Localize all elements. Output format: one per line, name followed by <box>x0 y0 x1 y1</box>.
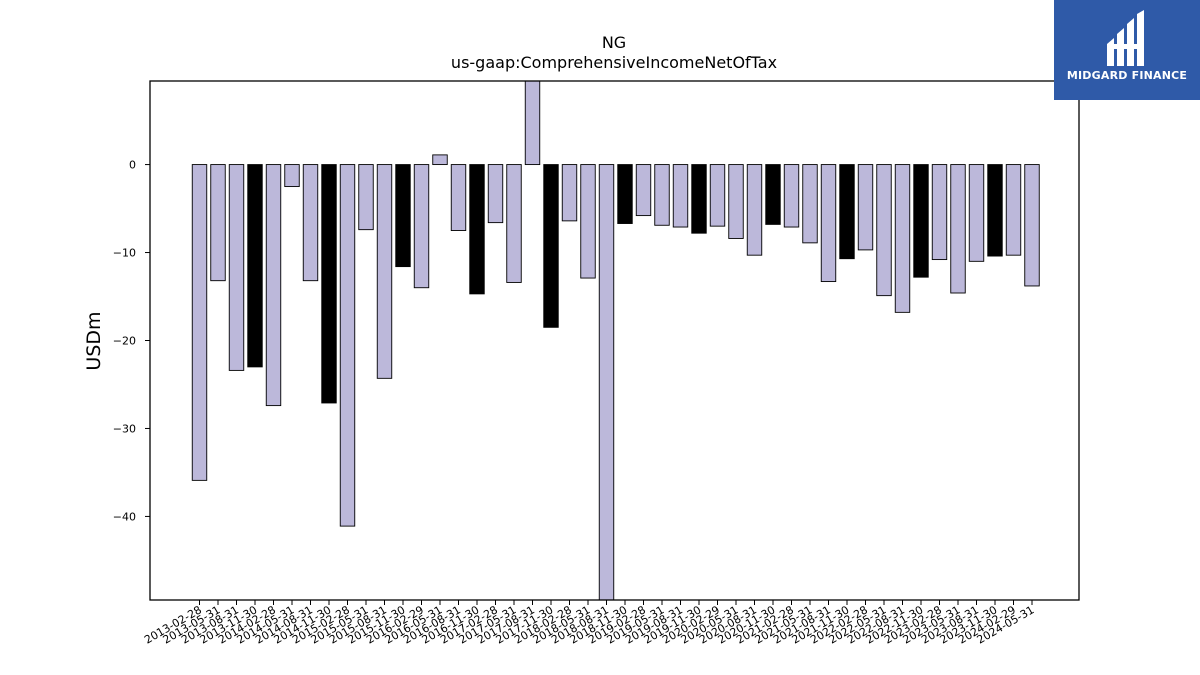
bar-2017-05-31 <box>506 164 522 283</box>
bar-2023-08-31 <box>968 164 985 262</box>
bar-2017-02-28 <box>487 164 504 224</box>
bar-2016-05-31 <box>432 154 448 166</box>
bar-2014-02-28 <box>265 164 282 407</box>
bar-2021-08-31 <box>820 164 837 283</box>
bar-2014-05-31 <box>284 164 300 188</box>
bar-2024-02-29 <box>1005 164 1022 256</box>
bar-2020-05-31 <box>728 164 744 239</box>
bar-2022-11-30 <box>913 164 929 278</box>
y-tick-label: −30 <box>113 422 136 435</box>
y-axis-ticks: 0 −10 −20 −30 −40 <box>113 159 150 523</box>
chart-subtitle: us-gaap:ComprehensiveIncomeNetOfTax <box>451 53 777 72</box>
bar-2018-11-30 <box>617 164 633 224</box>
bar-2020-02-29 <box>709 164 726 227</box>
bar-2015-08-31 <box>376 164 393 379</box>
bar-2013-11-30 <box>247 164 263 368</box>
y-tick-label: −10 <box>113 247 136 260</box>
bar-2022-02-28 <box>857 164 874 251</box>
bar-2013-02-28 <box>191 164 208 481</box>
midgard-finance-logo: MIDGARD FINANCE <box>1054 0 1200 100</box>
bar-2016-11-30 <box>469 164 485 295</box>
bar-2021-02-28 <box>783 164 800 228</box>
bar-2022-08-31 <box>894 164 911 313</box>
y-tick-label: −40 <box>113 510 136 523</box>
bar-2019-05-31 <box>654 164 670 226</box>
bar-2019-11-30 <box>691 164 707 234</box>
bar-2016-08-31 <box>450 164 467 231</box>
midgard-finance-logo-icon <box>1107 10 1144 66</box>
bar-2023-05-31 <box>950 164 966 294</box>
y-tick-label: −20 <box>113 335 136 348</box>
bar-2019-08-31 <box>672 164 689 228</box>
bar-2021-05-31 <box>802 164 818 244</box>
bars-layer <box>191 80 1040 601</box>
x-axis-ticks: 2013-02-282013-05-312013-08-312013-11-30… <box>142 600 1037 647</box>
y-axis-label: USDm <box>83 311 105 370</box>
bar-2016-02-29 <box>413 164 430 289</box>
chart-title: NG <box>602 33 626 52</box>
logo-text: MIDGARD FINANCE <box>1066 69 1188 82</box>
bar-2015-11-30 <box>395 164 411 268</box>
bar-2013-05-31 <box>210 164 226 282</box>
bar-2017-08-31 <box>524 80 541 166</box>
bar-2021-11-30 <box>839 164 855 260</box>
bar-2013-08-31 <box>228 164 245 371</box>
y-tick-label: 0 <box>129 159 136 172</box>
bar-2023-11-30 <box>987 164 1003 257</box>
bar-2015-05-31 <box>358 164 374 231</box>
bar-2014-08-31 <box>302 164 319 282</box>
bar-2018-08-31 <box>598 164 615 601</box>
bar-2020-11-30 <box>765 164 781 225</box>
bar-2017-11-30 <box>543 164 559 328</box>
plot-frame <box>149 80 1080 601</box>
bar-2014-11-30 <box>321 164 337 404</box>
bar-2024-05-31 <box>1024 164 1040 287</box>
bar-2018-05-31 <box>580 164 596 279</box>
bar-2022-05-31 <box>876 164 892 297</box>
bar-2018-02-28 <box>561 164 578 222</box>
bar-2015-02-28 <box>339 164 356 527</box>
bar-2023-02-28 <box>931 164 948 261</box>
bar-2020-08-31 <box>746 164 763 256</box>
bar-2019-02-28 <box>635 164 652 217</box>
